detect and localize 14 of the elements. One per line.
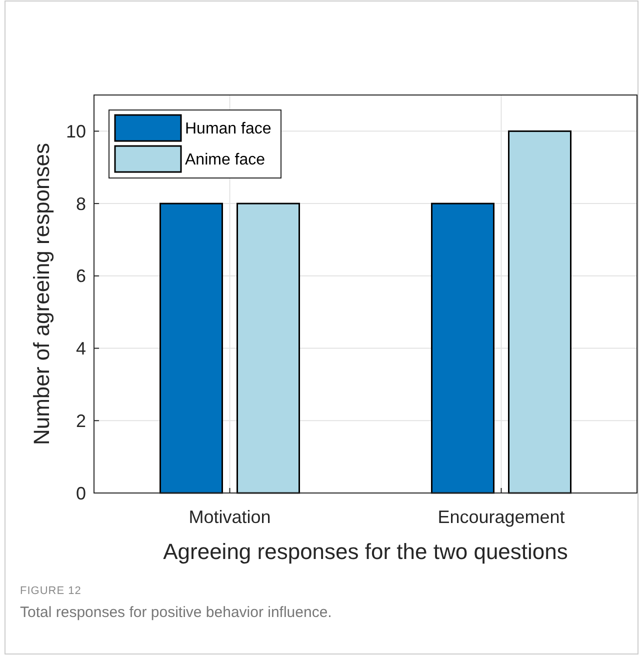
x-tick-label: Motivation: [188, 507, 271, 527]
legend-label: Human face: [185, 120, 272, 138]
y-tick-label: 10: [66, 121, 86, 142]
y-tick-label: 8: [76, 194, 86, 214]
legend-label: Anime face: [185, 152, 266, 169]
y-axis-title: Number of agreeing responses: [29, 142, 54, 446]
y-tick-label: 6: [76, 266, 86, 286]
caption: FIGURE 12: [20, 585, 82, 597]
y-tick-label: 4: [76, 338, 86, 359]
x-tick-label: Encouragement: [438, 507, 565, 527]
text: Total responses for positive behavior influence.: [20, 604, 332, 621]
y-tick-label: 0: [76, 483, 86, 504]
x-axis-title: Agreeing responses for the two questions: [163, 539, 568, 564]
y-tick-label: 2: [76, 410, 86, 431]
